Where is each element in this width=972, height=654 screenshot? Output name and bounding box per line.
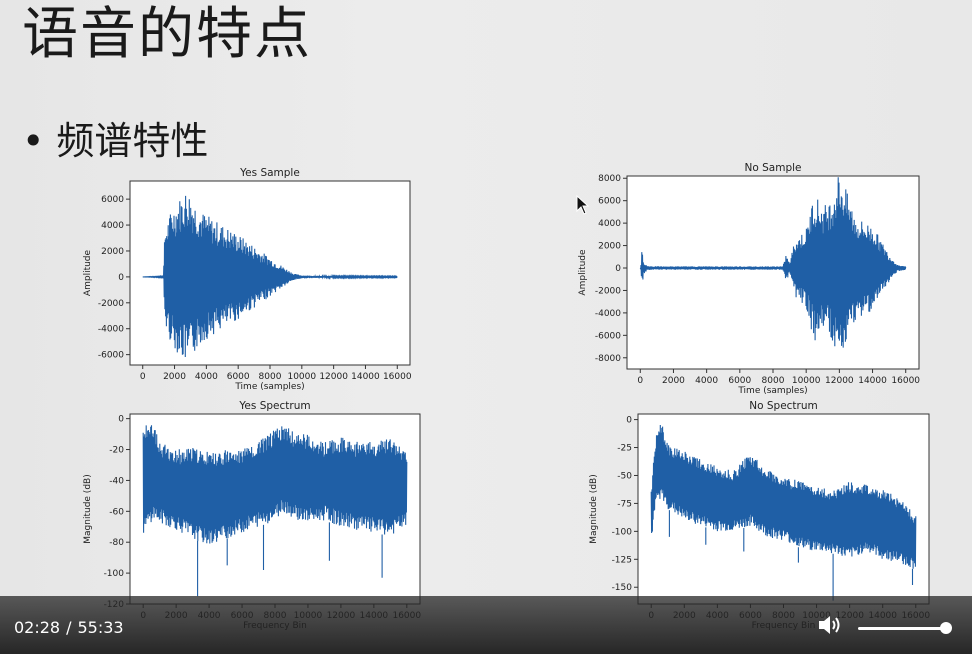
volume-slider-track[interactable]	[858, 627, 946, 630]
x-tick-label: 4000	[695, 376, 718, 386]
y-tick-label: -75	[617, 499, 632, 509]
x-tick-label: 12000	[825, 376, 854, 386]
x-tick-label: 16000	[383, 372, 412, 382]
y-tick-label: 8000	[598, 174, 621, 184]
signal-trace-3	[142, 425, 408, 597]
y-tick-label: 6000	[101, 195, 124, 205]
chart-title: No Sample	[745, 162, 802, 174]
chart-title: Yes Sample	[239, 167, 300, 179]
speaker-icon[interactable]	[816, 613, 844, 637]
y-tick-label: -150	[612, 583, 633, 593]
y-tick-label: -6000	[98, 351, 124, 361]
x-tick-label: 6000	[227, 372, 250, 382]
signal-trace-1	[142, 195, 398, 358]
x-tick-label: 14000	[858, 376, 887, 386]
x-tick-label: 2000	[163, 372, 186, 382]
x-axis-label: Time (samples)	[737, 386, 807, 396]
y-tick-label: 2000	[101, 247, 124, 257]
y-tick-label: 4000	[598, 219, 621, 229]
x-tick-label: 0	[637, 376, 643, 386]
y-tick-label: -60	[109, 507, 124, 517]
time-display: 02:28 / 55:33	[14, 618, 124, 637]
duration: 55:33	[77, 618, 124, 637]
x-tick-label: 8000	[762, 376, 785, 386]
x-tick-label: 10000	[287, 372, 316, 382]
mouse-cursor-icon	[576, 195, 590, 215]
y-tick-label: -100	[612, 527, 633, 537]
bullet-item: • 频谱特性	[22, 118, 208, 164]
y-axis-label: Amplitude	[578, 249, 588, 296]
y-tick-label: -4000	[98, 325, 124, 335]
x-tick-label: 2000	[662, 376, 685, 386]
y-tick-label: -20	[109, 446, 124, 456]
x-tick-label: 6000	[728, 376, 751, 386]
y-tick-label: -6000	[595, 331, 621, 341]
y-tick-label: -2000	[595, 286, 621, 296]
x-tick-label: 8000	[259, 372, 282, 382]
bullet-symbol: •	[22, 119, 45, 163]
y-tick-label: 0	[615, 264, 621, 274]
x-tick-label: 4000	[195, 372, 218, 382]
y-tick-label: 0	[118, 415, 124, 425]
y-tick-label: 2000	[598, 242, 621, 252]
y-tick-label: -25	[617, 444, 632, 454]
chart-title: No Spectrum	[749, 400, 818, 412]
slide-title: 语音的特点	[22, 2, 312, 67]
x-axis-label: Time (samples)	[234, 382, 304, 392]
signal-trace-2	[639, 177, 907, 348]
y-tick-label: 4000	[101, 221, 124, 231]
y-tick-label: -125	[612, 555, 632, 565]
bullet-text: 频谱特性	[56, 119, 209, 163]
y-tick-label: -100	[104, 569, 125, 579]
y-tick-label: -50	[617, 471, 632, 481]
y-axis-label: Magnitude (dB)	[589, 474, 599, 543]
y-tick-label: 6000	[598, 197, 621, 207]
y-axis-label: Magnitude (dB)	[83, 474, 93, 543]
video-controls-bar: 02:28 / 55:33	[0, 596, 972, 654]
x-tick-label: 14000	[351, 372, 380, 382]
x-tick-label: 0	[140, 372, 146, 382]
y-axis-label: Amplitude	[83, 249, 93, 296]
chart-title: Yes Spectrum	[238, 400, 310, 412]
x-tick-label: 10000	[792, 376, 821, 386]
y-tick-label: -4000	[595, 309, 621, 319]
y-tick-label: 0	[118, 273, 124, 283]
signal-trace-4	[650, 424, 917, 601]
volume-slider-handle[interactable]	[940, 622, 952, 634]
y-tick-label: -40	[109, 476, 124, 486]
y-tick-label: -80	[109, 538, 124, 548]
y-tick-label: 0	[626, 416, 632, 426]
x-tick-label: 12000	[319, 372, 348, 382]
x-tick-label: 16000	[891, 376, 920, 386]
time-separator: /	[66, 618, 72, 637]
current-time: 02:28	[14, 618, 61, 637]
y-tick-label: -2000	[98, 299, 124, 309]
y-tick-label: -8000	[595, 354, 621, 364]
